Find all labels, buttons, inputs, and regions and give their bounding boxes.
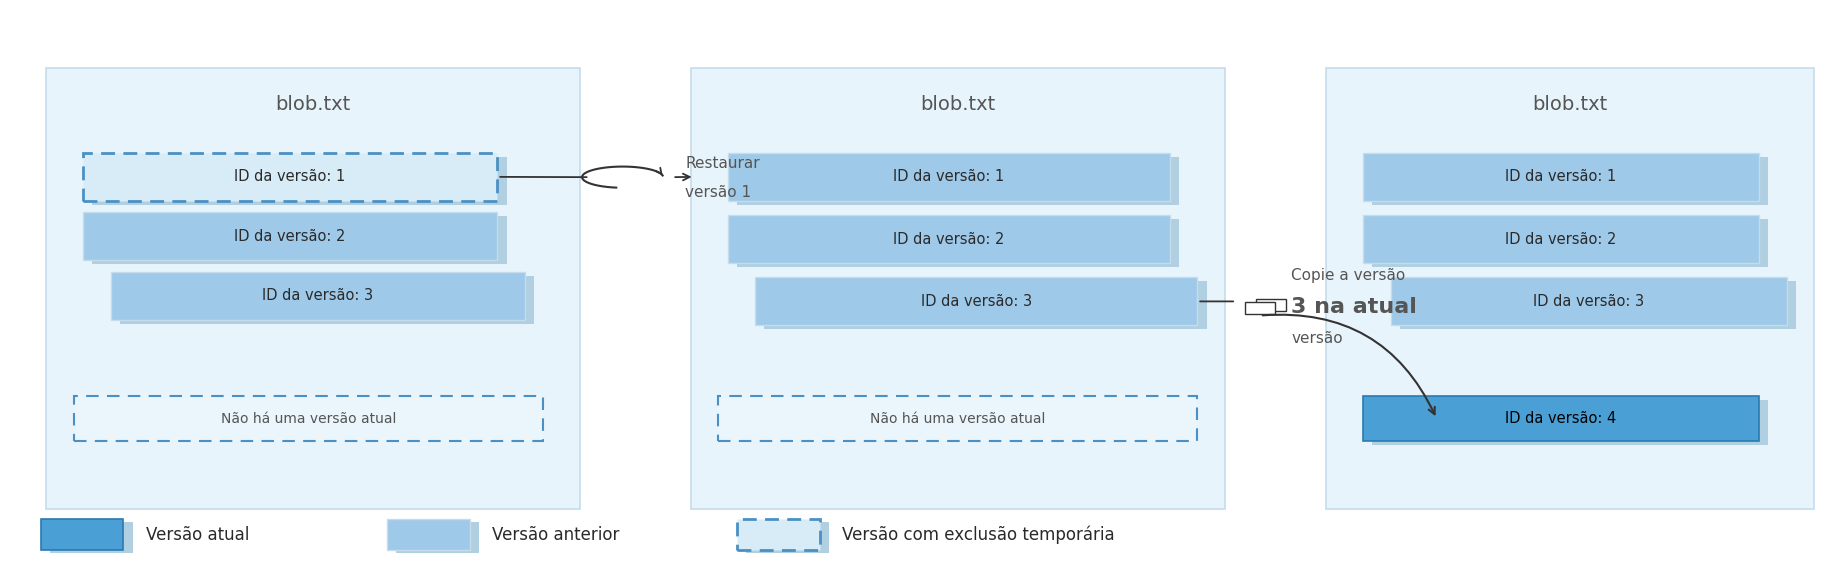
Text: Versão com exclusão temporária: Versão com exclusão temporária <box>842 526 1114 544</box>
Text: ID da versão: 2: ID da versão: 2 <box>1505 231 1617 247</box>
Text: Versão atual: Versão atual <box>146 526 249 544</box>
FancyBboxPatch shape <box>92 216 507 264</box>
FancyBboxPatch shape <box>1256 299 1286 311</box>
FancyBboxPatch shape <box>1363 153 1759 201</box>
FancyBboxPatch shape <box>1363 396 1759 441</box>
FancyBboxPatch shape <box>764 281 1207 329</box>
FancyBboxPatch shape <box>83 153 497 201</box>
FancyBboxPatch shape <box>691 68 1225 509</box>
Text: Copie a versão: Copie a versão <box>1291 268 1405 284</box>
FancyBboxPatch shape <box>1363 215 1759 263</box>
Text: Versão anterior: Versão anterior <box>492 526 619 544</box>
Text: ID da versão: 1: ID da versão: 1 <box>1505 169 1617 185</box>
FancyBboxPatch shape <box>111 272 525 320</box>
Text: versão 1: versão 1 <box>685 185 752 200</box>
FancyBboxPatch shape <box>74 396 543 441</box>
FancyBboxPatch shape <box>746 522 829 554</box>
FancyBboxPatch shape <box>1400 281 1796 329</box>
FancyBboxPatch shape <box>50 522 133 554</box>
Text: ID da versão: 1: ID da versão: 1 <box>234 169 346 185</box>
FancyBboxPatch shape <box>396 522 479 554</box>
Text: ID da versão: 1: ID da versão: 1 <box>893 169 1004 185</box>
Text: versão: versão <box>1291 331 1343 346</box>
Text: ID da versão: 2: ID da versão: 2 <box>893 231 1004 247</box>
FancyBboxPatch shape <box>120 276 534 324</box>
FancyBboxPatch shape <box>46 68 580 509</box>
Text: ID da versão: 3: ID da versão: 3 <box>1533 294 1645 309</box>
FancyBboxPatch shape <box>1372 219 1768 267</box>
Text: blob.txt: blob.txt <box>1533 95 1608 114</box>
FancyBboxPatch shape <box>755 277 1197 325</box>
FancyBboxPatch shape <box>1245 302 1275 315</box>
FancyBboxPatch shape <box>41 520 123 550</box>
FancyBboxPatch shape <box>1372 400 1768 445</box>
Text: ID da versão: 3: ID da versão: 3 <box>921 294 1032 309</box>
Text: Não há uma versão atual: Não há uma versão atual <box>869 412 1046 426</box>
FancyBboxPatch shape <box>737 520 820 550</box>
Text: 3 na atual: 3 na atual <box>1291 297 1416 317</box>
Text: blob.txt: blob.txt <box>921 95 995 114</box>
FancyBboxPatch shape <box>718 396 1197 441</box>
Text: Restaurar: Restaurar <box>685 156 761 171</box>
FancyBboxPatch shape <box>728 153 1170 201</box>
FancyBboxPatch shape <box>92 157 507 205</box>
Text: Não há uma versão atual: Não há uma versão atual <box>221 412 396 426</box>
Text: ID da versão: 3: ID da versão: 3 <box>262 288 374 303</box>
FancyBboxPatch shape <box>83 212 497 260</box>
FancyBboxPatch shape <box>1391 277 1787 325</box>
Text: blob.txt: blob.txt <box>276 95 350 114</box>
FancyBboxPatch shape <box>387 520 470 550</box>
FancyBboxPatch shape <box>737 157 1179 205</box>
Text: ID da versão: 4: ID da versão: 4 <box>1505 411 1617 426</box>
FancyBboxPatch shape <box>1326 68 1814 509</box>
FancyBboxPatch shape <box>728 215 1170 263</box>
Text: ID da versão: 2: ID da versão: 2 <box>234 229 346 244</box>
FancyBboxPatch shape <box>737 219 1179 267</box>
FancyBboxPatch shape <box>1372 157 1768 205</box>
